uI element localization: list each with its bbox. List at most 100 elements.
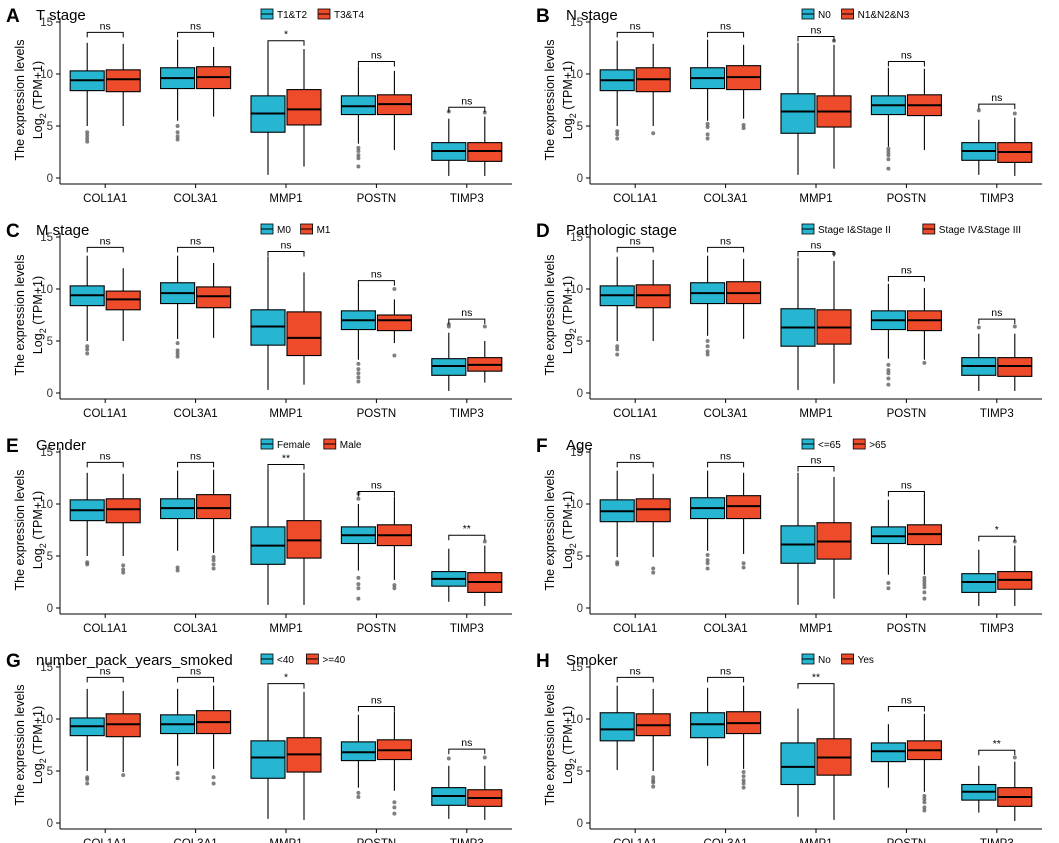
box-n0-col3a1 (690, 39, 726, 141)
panel-b: B N stage N0 N1&N2&N3 The expression levels L… (536, 6, 1042, 205)
y-axis-unit: (TPM+1) (31, 491, 45, 543)
outlier-point (651, 566, 656, 571)
outlier-point (85, 136, 90, 141)
significance-bracket (177, 31, 215, 38)
significance-bracket (887, 61, 925, 67)
significance-bracket (797, 466, 835, 472)
outlier-point (886, 581, 891, 586)
significance-bracket (616, 246, 654, 253)
box-body (780, 742, 816, 786)
box-t3-t4-mmp1 (286, 49, 322, 167)
significance-label: ns (461, 307, 472, 319)
box-body (635, 498, 671, 523)
y-axis-label: The expression levels (13, 40, 27, 161)
panel-a: A T stage T1&T2 T3&T4 The expression levels L… (6, 6, 512, 205)
box-body (961, 573, 997, 593)
box-body (286, 89, 322, 126)
panel-label: D (536, 221, 550, 242)
significance-label: ** (463, 523, 471, 535)
outlier-point (922, 575, 927, 580)
outlier-point (705, 352, 710, 357)
outlier-point (356, 586, 361, 591)
box-female-col3a1 (160, 470, 196, 573)
significance-label: ns (720, 450, 731, 462)
outlier-point (615, 352, 620, 357)
outlier-point (615, 562, 620, 567)
outlier-point (922, 582, 927, 587)
legend-label-2: Yes (858, 655, 874, 666)
panel-d: D Pathologic stage Stage I&Stage II Stage I… (536, 221, 1042, 420)
box-t3-t4-col3a1 (196, 46, 232, 117)
outlier-point (615, 347, 620, 352)
significance-label: ns (371, 50, 382, 62)
box--65-mmp1 (780, 472, 816, 605)
outlier-point (356, 596, 361, 601)
box-n0-timp3 (961, 108, 997, 175)
outlier-point (356, 156, 361, 161)
significance-label: ns (100, 20, 111, 32)
box-male-timp3 (467, 539, 503, 606)
x-tick-label: TIMP3 (980, 623, 1014, 635)
outlier-point (356, 582, 361, 587)
x-tick-label: MMP1 (799, 408, 832, 420)
significance-label: * (995, 524, 999, 536)
outlier-point (175, 771, 180, 776)
y-tick-label: 10 (570, 499, 583, 511)
y-axis-label: The expression levels (543, 685, 557, 806)
y-axis-label: The expression levels (13, 685, 27, 806)
box--65-timp3 (997, 539, 1033, 606)
outlier-point (392, 353, 397, 358)
outlier-point (392, 586, 397, 591)
panel-title: T stage (36, 7, 86, 24)
significance-bracket (448, 534, 486, 541)
y-tick-label: 5 (47, 766, 53, 778)
significance-label: ns (810, 25, 821, 37)
box-female-postn (340, 491, 376, 601)
outlier-point (886, 382, 891, 387)
significance-label: ns (190, 450, 201, 462)
significance-label: ns (901, 265, 912, 277)
significance-label: ns (100, 450, 111, 462)
y-axis-label-line1: The expression levels (13, 40, 27, 161)
y-axis-label-2: Log2 (TPM+1) (561, 491, 578, 569)
outlier-point (651, 780, 656, 785)
box-body (196, 494, 232, 520)
panel-label: H (536, 651, 550, 672)
box--40-postn (340, 714, 376, 799)
significance-bracket (86, 246, 124, 253)
outlier-point (886, 376, 891, 381)
outlier-point (1012, 539, 1017, 544)
box-body (340, 741, 376, 762)
outlier-point (85, 781, 90, 786)
box-male-postn (376, 496, 412, 591)
x-tick-label: TIMP3 (980, 193, 1014, 205)
significance-label: ** (282, 452, 290, 464)
x-tick-label: MMP1 (269, 193, 302, 205)
outlier-point (922, 578, 927, 583)
box-body (340, 95, 376, 116)
y-axis-label-line1: The expression levels (13, 685, 27, 806)
outlier-point (741, 785, 746, 790)
x-tick-label: TIMP3 (450, 193, 484, 205)
box-t3-t4-col1a1 (105, 43, 141, 126)
y-axis-unit: (TPM+1) (31, 706, 45, 758)
outlier-point (886, 362, 891, 367)
y-axis-label-line1: The expression levels (543, 685, 557, 806)
outlier-point (922, 800, 927, 805)
y-tick-label: 10 (40, 69, 53, 81)
box--40-postn (376, 711, 412, 816)
box--40-timp3 (467, 755, 503, 820)
y-axis-log-sub: 2 (568, 758, 578, 763)
box--65-postn (906, 494, 942, 601)
significance-bracket (707, 461, 745, 468)
significance-bracket (797, 683, 835, 689)
outlier-point (356, 164, 361, 169)
outlier-point (482, 324, 487, 329)
box-body (286, 311, 322, 357)
box-t1-t2-col3a1 (160, 39, 196, 142)
outlier-point (211, 781, 216, 786)
y-tick-label: 15 (570, 232, 583, 244)
outlier-point (175, 565, 180, 570)
significance-bracket (267, 683, 305, 689)
